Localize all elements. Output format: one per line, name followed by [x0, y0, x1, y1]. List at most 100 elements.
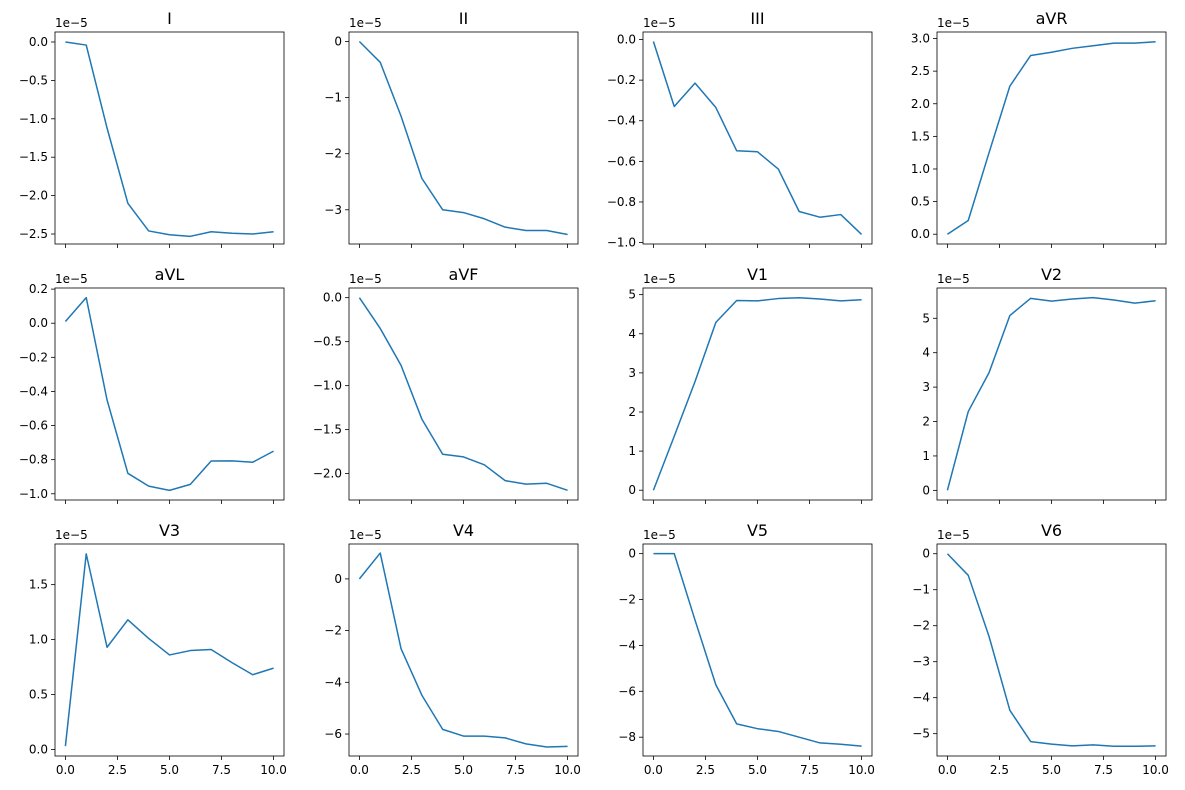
x-tick-label: 10.0: [554, 763, 581, 777]
y-tick-label: 0: [334, 572, 342, 586]
y-tick-label: 2: [628, 405, 636, 419]
y-tick-label: −1.0: [19, 112, 48, 126]
y-tick-label: −1: [912, 583, 930, 597]
y-tick-label: −2: [324, 624, 342, 638]
y-tick-label: 1: [922, 449, 930, 463]
axis-offset-label: 1e−5: [643, 528, 676, 542]
y-tick-label: 1.5: [29, 578, 48, 592]
panel-v4: V4 1e−5 0 −2 −4 −6 0.0 2.5 5.0 7.5 10.0: [324, 521, 581, 777]
y-tick-label: 1.0: [911, 162, 930, 176]
panel-title: III: [750, 9, 764, 28]
y-tick-label: −1.5: [313, 423, 342, 437]
panel-v6: V6 1e−5 0 −1 −2 −3 −4 −5 0.0 2.5 5.0 7.5 10.0: [912, 521, 1169, 777]
y-tick-label: 0.5: [29, 687, 48, 701]
y-tick-label: 0: [922, 547, 930, 561]
panel-title: aVR: [1036, 9, 1068, 28]
y-tick-label: 3: [922, 380, 930, 394]
x-tick-label: 10.0: [260, 763, 287, 777]
x-tick-label: 10.0: [848, 763, 875, 777]
y-tick-label: 4: [922, 346, 930, 360]
panel-v2: V2 1e−5 0 1 2 3 4 5: [922, 265, 1167, 504]
x-tick-label: 2.5: [402, 763, 421, 777]
series-line-iii: [652, 41, 863, 236]
y-tick-label: 0: [334, 35, 342, 49]
y-tick-label: 0.0: [29, 316, 48, 330]
axes-frame: [54, 543, 285, 757]
y-tick-label: −0.6: [19, 419, 48, 433]
panel-v3: V3 1e−5 0.0 0.5 1.0 1.5 0.0 2.5 5.0 7.5 10.0: [29, 521, 287, 777]
axis-offset-label: 1e−5: [349, 272, 382, 286]
y-tick-label: −0.6: [607, 154, 636, 168]
y-tick-label: −1: [324, 91, 342, 105]
y-tick-label: −0.5: [313, 335, 342, 349]
x-tick-label: 7.5: [506, 763, 525, 777]
panel-title: V2: [1041, 265, 1062, 284]
series-line-v5: [653, 552, 862, 747]
series-line-i: [65, 41, 274, 238]
panel-i: I 1e−5 0.0 −0.5 −1.0 −1.5 −2.0 −2.5: [19, 9, 285, 248]
y-tick-label: 0: [628, 547, 636, 561]
panel-title: V6: [1041, 521, 1062, 540]
axis-offset-label: 1e−5: [349, 16, 382, 30]
panel-avr: aVR 1e−5 0.0 0.5 1.0 1.5 2.0 2.5 3.0: [911, 9, 1167, 248]
y-tick-label: −2.5: [19, 227, 48, 241]
y-tick-label: 1: [628, 444, 636, 458]
panel-title: aVF: [449, 265, 479, 284]
y-tick-label: −0.8: [19, 453, 48, 467]
y-tick-label: −4: [324, 675, 342, 689]
axis-offset-label: 1e−5: [349, 528, 382, 542]
y-tick-label: −1.5: [19, 150, 48, 164]
axes-frame: [936, 543, 1167, 757]
x-tick-label: 5.0: [454, 763, 473, 777]
y-tick-label: −2.0: [313, 467, 342, 481]
y-tick-label: 0.2: [29, 282, 48, 296]
panel-avl: aVL 1e−5 0.2 0.0 −0.2 −0.4 −0.6 −0.8 −1.0: [19, 265, 285, 504]
axes-frame: [348, 543, 579, 757]
y-tick-label: 0.0: [617, 33, 636, 47]
axes-frame: [642, 543, 873, 757]
axis-offset-label: 1e−5: [937, 16, 970, 30]
y-tick-label: 0.0: [29, 35, 48, 49]
series-line-v4: [358, 552, 568, 748]
y-tick-label: 5: [922, 311, 930, 325]
y-tick-label: −3: [324, 203, 342, 217]
y-tick-label: 2.5: [911, 64, 930, 78]
series-line-avf: [358, 297, 568, 492]
panel-title: II: [459, 9, 468, 28]
series-line-ii: [358, 40, 568, 236]
series-line-v1: [652, 297, 862, 491]
axis-offset-label: 1e−5: [55, 272, 88, 286]
axes-frame: [936, 31, 1167, 245]
axes-frame: [348, 31, 579, 245]
panel-ii: II 1e−5 0 −1 −2 −3: [324, 9, 579, 248]
y-tick-label: −1.0: [607, 236, 636, 250]
y-tick-label: −0.8: [607, 195, 636, 209]
y-tick-label: 1.0: [29, 633, 48, 647]
y-tick-label: 1.5: [911, 129, 930, 143]
axes-frame: [54, 31, 285, 245]
x-tick-label: 0.0: [56, 763, 75, 777]
y-tick-label: −2: [912, 619, 930, 633]
series-line-v6: [946, 553, 1156, 748]
y-tick-label: −6: [324, 727, 342, 741]
y-tick-label: 2: [922, 415, 930, 429]
y-tick-label: 3.0: [911, 32, 930, 46]
y-tick-label: −4: [912, 691, 930, 705]
y-tick-label: −2.0: [19, 189, 48, 203]
x-tick-label: 0.0: [644, 763, 663, 777]
y-tick-label: 4: [628, 327, 636, 341]
axis-offset-label: 1e−5: [55, 16, 88, 30]
y-tick-label: −3: [912, 655, 930, 669]
x-tick-label: 7.5: [800, 763, 819, 777]
panel-title: V3: [159, 521, 180, 540]
axes-frame: [936, 287, 1167, 501]
panel-v5: V5 1e−5 0 −2 −4 −6 −8 0.0 2.5 5.0 7.5 10.0: [618, 521, 875, 777]
panel-title: V1: [747, 265, 768, 284]
y-tick-label: 5: [628, 288, 636, 302]
series-line-v2: [946, 296, 1156, 491]
y-tick-label: −0.4: [19, 384, 48, 398]
y-tick-label: 0.0: [29, 742, 48, 756]
axis-offset-label: 1e−5: [643, 272, 676, 286]
y-tick-label: 0.5: [911, 195, 930, 209]
